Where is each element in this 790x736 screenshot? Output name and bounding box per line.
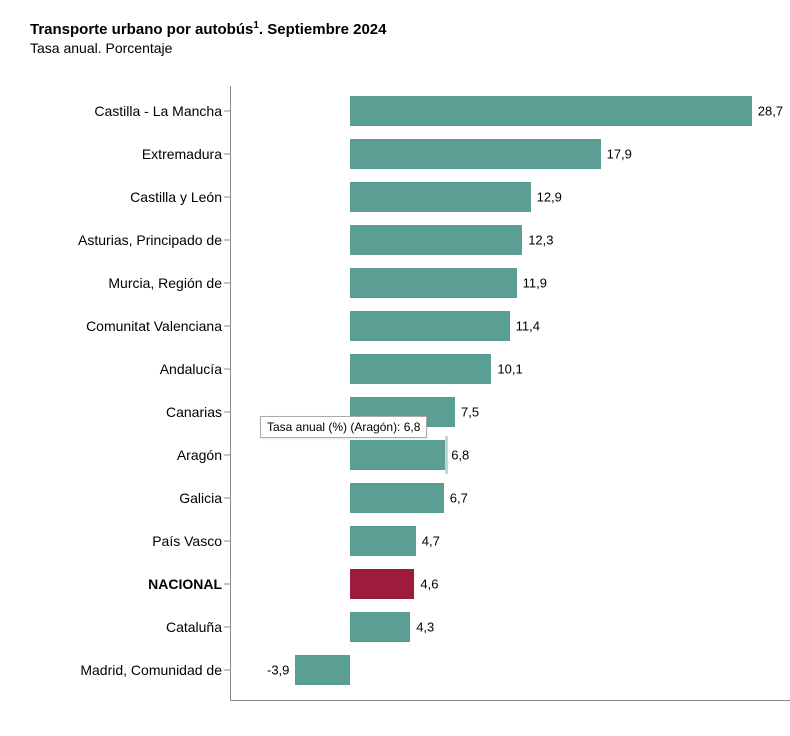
category-label: Asturias, Principado de [30,232,230,248]
value-label: 28,7 [758,104,783,119]
value-label: 10,1 [497,362,522,377]
bar-highlight[interactable] [350,569,414,599]
category-label: Andalucía [30,361,230,377]
axis-tick [224,369,230,370]
value-label: 4,3 [416,620,434,635]
bar[interactable] [350,96,752,126]
bar[interactable] [295,655,350,685]
value-label: -3,9 [267,663,289,678]
bar[interactable] [350,182,531,212]
tooltip-marker [445,436,448,474]
title-suffix: . Septiembre 2024 [259,21,387,38]
chart-plot-area: Castilla - La Mancha28,7 Extremadura 17,9 C… [30,86,760,706]
value-label: 4,7 [422,534,440,549]
bar-row: Asturias, Principado de 12,3 [30,225,760,255]
category-label: NACIONAL [30,576,230,592]
bar-row: NACIONAL 4,6 [30,569,760,599]
y-axis-line [230,86,231,700]
axis-tick [224,584,230,585]
bar-row: País Vasco 4,7 [30,526,760,556]
bar[interactable] [350,311,510,341]
category-label: Castilla y León [30,189,230,205]
bar[interactable] [350,139,601,169]
bar-row: Andalucía 10,1 [30,354,760,384]
category-label: Cataluña [30,619,230,635]
chart-subtitle: Tasa anual. Porcentaje [30,40,760,56]
bar[interactable] [350,354,491,384]
title-prefix: Transporte urbano por autobús [30,21,253,38]
value-label: 11,9 [523,276,547,291]
axis-tick [224,455,230,456]
axis-tick [224,498,230,499]
bar-row: Murcia, Región de 11,9 [30,268,760,298]
bar-row: Aragón 6,8 [30,440,760,470]
bar[interactable] [350,268,517,298]
axis-tick [224,412,230,413]
x-axis-line [230,700,790,701]
category-label: Canarias [30,404,230,420]
bar[interactable] [350,440,445,470]
category-label: Castilla - La Mancha [30,103,230,119]
page: Transporte urbano por autobús1. Septiemb… [0,0,790,736]
axis-tick [224,670,230,671]
bar-row: Madrid, Comunidad de -3,9 [30,655,760,685]
category-label: Comunitat Valenciana [30,318,230,334]
value-label: 17,9 [607,147,632,162]
axis-tick [224,111,230,112]
bar[interactable] [350,483,444,513]
bar-row: Cataluña 4,3 [30,612,760,642]
value-label: 11,4 [516,319,540,334]
bar-row: Extremadura 17,9 [30,139,760,169]
axis-tick [224,541,230,542]
axis-tick [224,197,230,198]
bar-row: Castilla - La Mancha28,7 [30,96,760,126]
category-label: Murcia, Región de [30,275,230,291]
value-label: 12,9 [537,190,562,205]
axis-tick [224,240,230,241]
category-label: Aragón [30,447,230,463]
bar[interactable] [350,612,410,642]
bar[interactable] [350,225,522,255]
axis-tick [224,283,230,284]
axis-tick [224,627,230,628]
category-label: Madrid, Comunidad de [30,662,230,678]
bar-row: Castilla y León 12,9 [30,182,760,212]
value-label: 6,8 [451,448,469,463]
axis-tick [224,154,230,155]
category-label: País Vasco [30,533,230,549]
category-label: Galicia [30,490,230,506]
value-label: 7,5 [461,405,479,420]
axis-tick [224,326,230,327]
bar-row: Comunitat Valenciana 11,4 [30,311,760,341]
bar-row: Galicia 6,7 [30,483,760,513]
category-label: Extremadura [30,146,230,162]
value-label: 12,3 [528,233,553,248]
value-label: 6,7 [450,491,468,506]
chart-title: Transporte urbano por autobús1. Septiemb… [30,20,760,38]
value-label: 4,6 [420,577,438,592]
bar[interactable] [350,526,416,556]
tooltip: Tasa anual (%) (Aragón): 6,8 [260,416,427,438]
